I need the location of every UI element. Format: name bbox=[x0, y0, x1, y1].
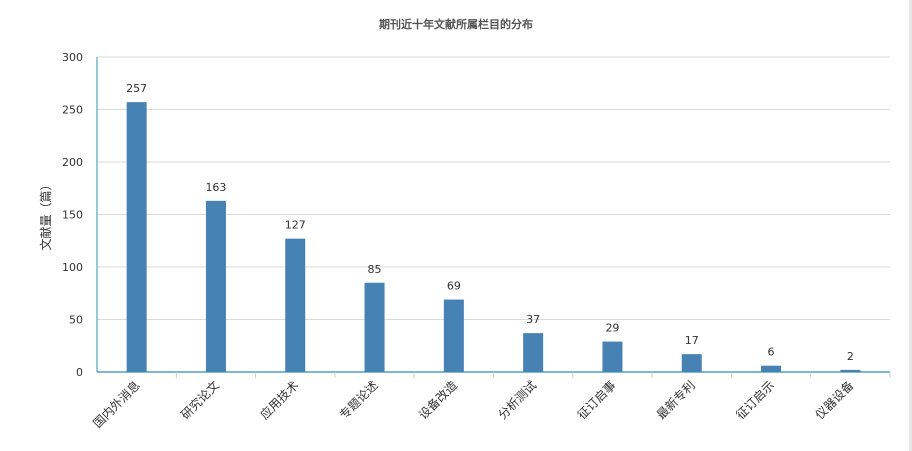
y-tick-label: 200 bbox=[62, 156, 83, 169]
bar bbox=[205, 200, 226, 372]
y-tick-label: 50 bbox=[69, 314, 83, 327]
data-label: 85 bbox=[368, 263, 382, 276]
data-label: 2 bbox=[847, 350, 854, 363]
y-tick-label: 100 bbox=[62, 261, 83, 274]
data-label: 6 bbox=[768, 346, 775, 359]
x-tick-label: 国内外消息 bbox=[90, 378, 143, 431]
data-label: 37 bbox=[526, 313, 540, 326]
data-label: 163 bbox=[205, 181, 226, 194]
y-tick-label: 150 bbox=[62, 209, 83, 222]
bar bbox=[761, 365, 782, 372]
x-tick-label: 征订启事 bbox=[575, 378, 619, 422]
chart-title: 期刊近十年文献所属栏目的分布 bbox=[379, 18, 533, 31]
bar bbox=[523, 333, 544, 372]
bar bbox=[126, 102, 147, 373]
bar bbox=[681, 354, 702, 372]
bar bbox=[840, 369, 861, 372]
data-label: 69 bbox=[447, 280, 461, 293]
data-label: 17 bbox=[685, 334, 699, 347]
x-tick-label: 专题论述 bbox=[336, 378, 381, 423]
bar bbox=[364, 282, 385, 372]
x-tick-label: 设备改造 bbox=[416, 378, 460, 422]
scrollbar-edge bbox=[909, 0, 912, 451]
y-tick-label: 300 bbox=[62, 51, 83, 64]
x-tick-label: 仪器设备 bbox=[813, 378, 857, 422]
x-tick-label: 研究论文 bbox=[178, 378, 223, 423]
x-tick-label: 最新专利 bbox=[653, 378, 698, 423]
x-tick-label: 分析测试 bbox=[495, 378, 540, 423]
data-label: 257 bbox=[126, 82, 147, 95]
y-tick-label: 0 bbox=[76, 366, 83, 379]
y-axis-label: 文献量（篇） bbox=[38, 178, 53, 250]
y-tick-label: 250 bbox=[62, 104, 83, 117]
x-tick-label: 征订启示 bbox=[733, 378, 777, 422]
bar bbox=[285, 238, 306, 372]
data-label: 29 bbox=[605, 322, 619, 335]
data-label: 127 bbox=[285, 219, 306, 232]
x-tick-label: 应用技术 bbox=[257, 378, 302, 423]
bar bbox=[443, 299, 464, 372]
bar bbox=[602, 341, 623, 372]
